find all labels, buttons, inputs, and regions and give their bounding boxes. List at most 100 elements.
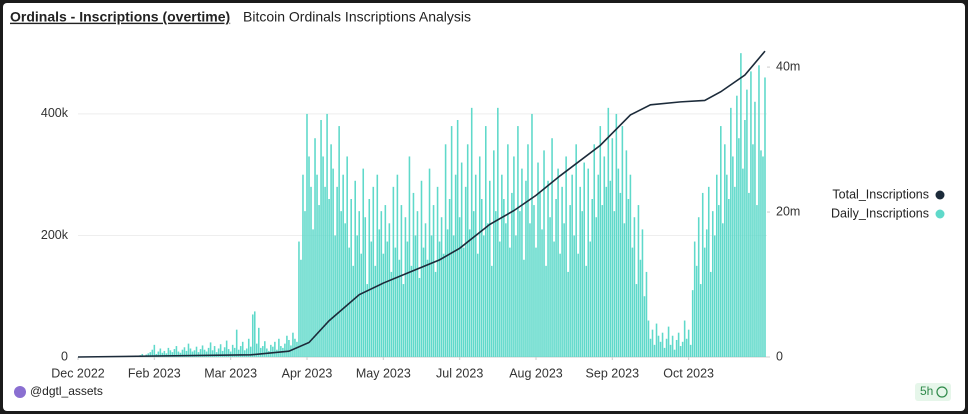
bar [153,344,156,357]
bar [229,351,232,357]
bar [460,162,463,357]
check-icon [936,386,948,398]
bar [396,174,399,357]
bar [217,348,220,357]
bar [278,338,280,357]
bar [378,229,381,357]
bar [438,241,441,357]
bar [394,247,397,357]
bar [472,211,475,357]
bar [270,344,272,357]
bar [189,348,192,357]
bar [519,211,521,357]
bar [589,241,592,357]
bar [402,284,405,357]
bar [665,338,668,357]
bar [462,247,465,357]
bar [235,329,238,357]
bar [649,338,652,357]
bar [448,199,451,357]
bar [705,229,708,357]
bar [410,265,413,357]
bar [177,351,180,357]
bar [693,241,696,357]
bar [720,126,722,357]
bar [535,247,537,357]
bar [738,138,740,357]
bar [478,156,481,357]
bar [352,265,354,357]
bar [629,174,632,357]
bar [513,156,515,357]
bar [223,347,226,357]
bar [760,150,762,357]
bar [689,344,692,357]
bar [754,101,756,358]
bar [575,144,577,357]
bar [169,350,172,357]
bar [418,278,421,357]
bar [511,192,513,357]
bar [456,120,459,357]
bar [362,168,365,357]
x-tick-label: Sep 2023 [586,366,640,380]
bar [434,271,437,357]
bar [454,174,457,357]
bar [470,107,473,357]
bar [503,199,505,357]
bar [617,168,620,357]
bar [388,223,391,357]
bar [157,351,160,357]
bar [595,217,598,357]
bar [452,235,455,357]
bar [262,346,264,357]
bar [221,350,224,357]
bar [342,174,344,357]
bar [713,235,716,357]
x-tick-label: Aug 2023 [509,366,563,380]
bar [597,174,600,357]
bar [497,107,499,357]
x-tick-label: Oct 2023 [663,366,714,380]
bar [476,253,479,357]
bar [320,120,322,357]
bar [718,205,720,357]
bar [541,229,543,357]
bar [442,253,445,357]
bar [268,350,270,357]
bar [284,343,286,357]
bar [495,211,497,357]
bar [539,192,541,357]
bar [567,271,569,357]
bar [545,265,547,357]
bar [360,253,363,357]
bar [302,174,304,357]
bar [416,211,419,357]
bar [611,138,614,357]
bar [585,265,587,357]
bar [183,347,186,357]
bar [412,192,415,357]
bar [390,271,393,357]
bar [167,347,170,357]
bar [675,339,678,357]
bar [205,351,208,357]
bar [159,348,162,357]
bar [450,126,453,357]
author[interactable]: @dgtl_assets [30,384,103,398]
bar [531,113,533,357]
bar [691,290,694,357]
chart-title: Ordinals - Inscriptions (overtime) [10,9,230,25]
bar [583,162,585,357]
bar [386,241,389,357]
bar [601,205,604,357]
bar [551,138,553,357]
bar [468,229,471,357]
bar [549,217,551,357]
bar [253,311,256,357]
bar [195,346,198,357]
legend-swatch [935,190,945,200]
bar [420,180,423,357]
bar [179,352,182,357]
